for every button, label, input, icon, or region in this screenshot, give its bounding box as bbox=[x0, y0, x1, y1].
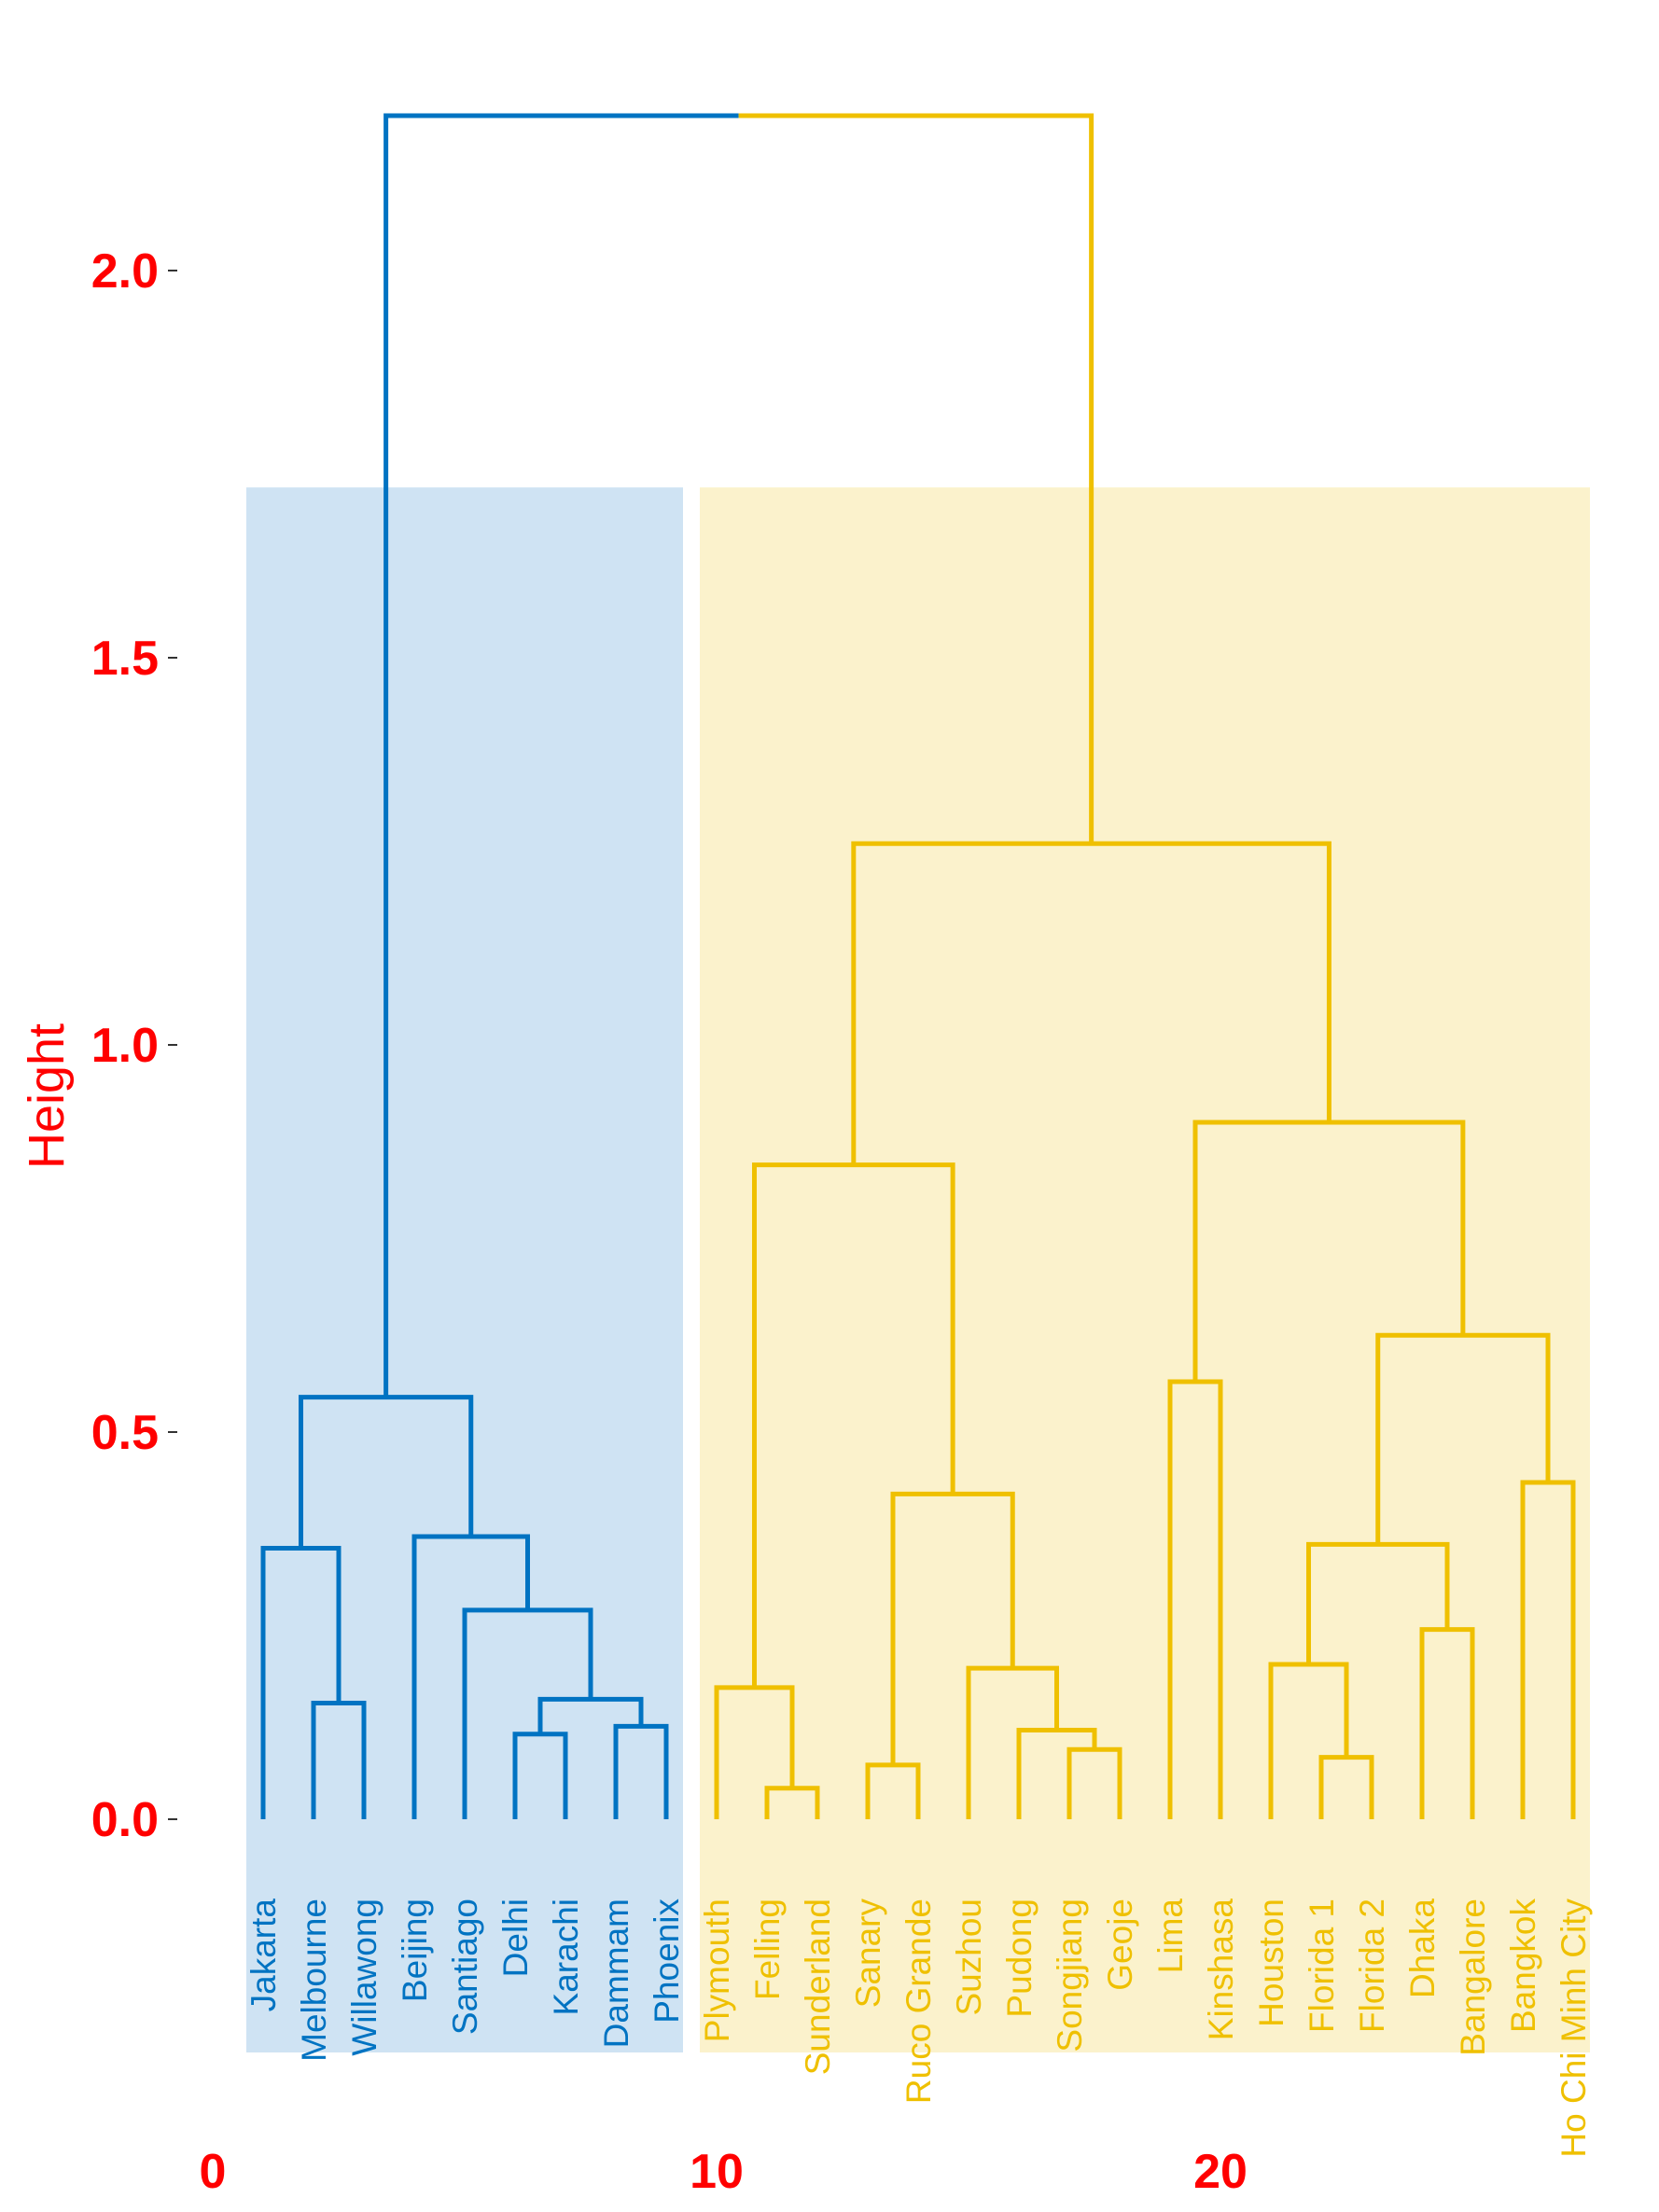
y-tick-label: 1.0 bbox=[91, 1019, 159, 1073]
leaf-label: Songjiang bbox=[1051, 1899, 1089, 2052]
leaf-label: Bangkok bbox=[1504, 1899, 1542, 2033]
leaf-label: Pudong bbox=[1000, 1899, 1039, 2018]
leaf-label: Karachi bbox=[547, 1899, 585, 2015]
leaf-label: Houston bbox=[1252, 1899, 1290, 2027]
leaf-label: Dhaka bbox=[1403, 1899, 1442, 1998]
leaf-label: Plymouth bbox=[698, 1899, 736, 2042]
leaf-label: Suzhou bbox=[950, 1899, 988, 2016]
leaf-label: Phoenix bbox=[648, 1899, 686, 2024]
y-tick-label: 2.0 bbox=[91, 244, 159, 299]
merge-link bbox=[738, 113, 1094, 844]
leaf-label: Geoje bbox=[1101, 1899, 1139, 1991]
leaf-label: Florida 1 bbox=[1303, 1899, 1341, 2033]
leaf-label: Bangalore bbox=[1454, 1899, 1492, 2056]
leaf-label: Felling bbox=[748, 1899, 787, 2000]
x-tick-label: 10 bbox=[690, 2145, 744, 2199]
cluster-rects bbox=[246, 487, 1590, 2052]
y-axis-title: Height bbox=[19, 1023, 75, 1169]
leaf-label: Florida 2 bbox=[1353, 1899, 1391, 2033]
cluster-2-region bbox=[700, 487, 1590, 2052]
y-tick-label: 0.0 bbox=[91, 1793, 159, 1847]
leaf-label: Jakarta bbox=[244, 1899, 283, 2012]
y-tick-label: 1.5 bbox=[91, 632, 159, 686]
leaf-label: Kinshasa bbox=[1202, 1899, 1240, 2041]
leaf-label: Willawong bbox=[345, 1899, 383, 2056]
leaf-label: Sunderland bbox=[799, 1899, 837, 2075]
leaf-label: Santiago bbox=[446, 1899, 484, 2035]
leaf-label: Dammam bbox=[597, 1899, 635, 2048]
leaf-label: Sanary bbox=[849, 1899, 887, 2009]
leaf-label: Ho Chi Minh City bbox=[1554, 1899, 1593, 2158]
merge-link bbox=[383, 113, 739, 1398]
x-axis: 0 10 20 bbox=[200, 2145, 1248, 2199]
x-tick-label: 0 bbox=[200, 2145, 227, 2199]
y-axis: 0.0 0.5 1.0 1.5 2.0 bbox=[91, 244, 177, 1847]
leaf-label: Lima bbox=[1151, 1899, 1190, 1974]
x-tick-label: 20 bbox=[1193, 2145, 1248, 2199]
y-tick-label: 0.5 bbox=[91, 1406, 159, 1460]
leaf-label: Delhi bbox=[496, 1899, 535, 1977]
leaf-label: Ruco Grande bbox=[899, 1899, 938, 2104]
leaf-label: Melbourne bbox=[295, 1899, 333, 2062]
leaf-label: Beijing bbox=[396, 1899, 434, 2002]
dendrogram-links bbox=[260, 113, 1576, 1819]
leaf-labels: Jakarta Melbourne Willawong Beijing Santiago… bbox=[244, 1899, 1593, 2158]
